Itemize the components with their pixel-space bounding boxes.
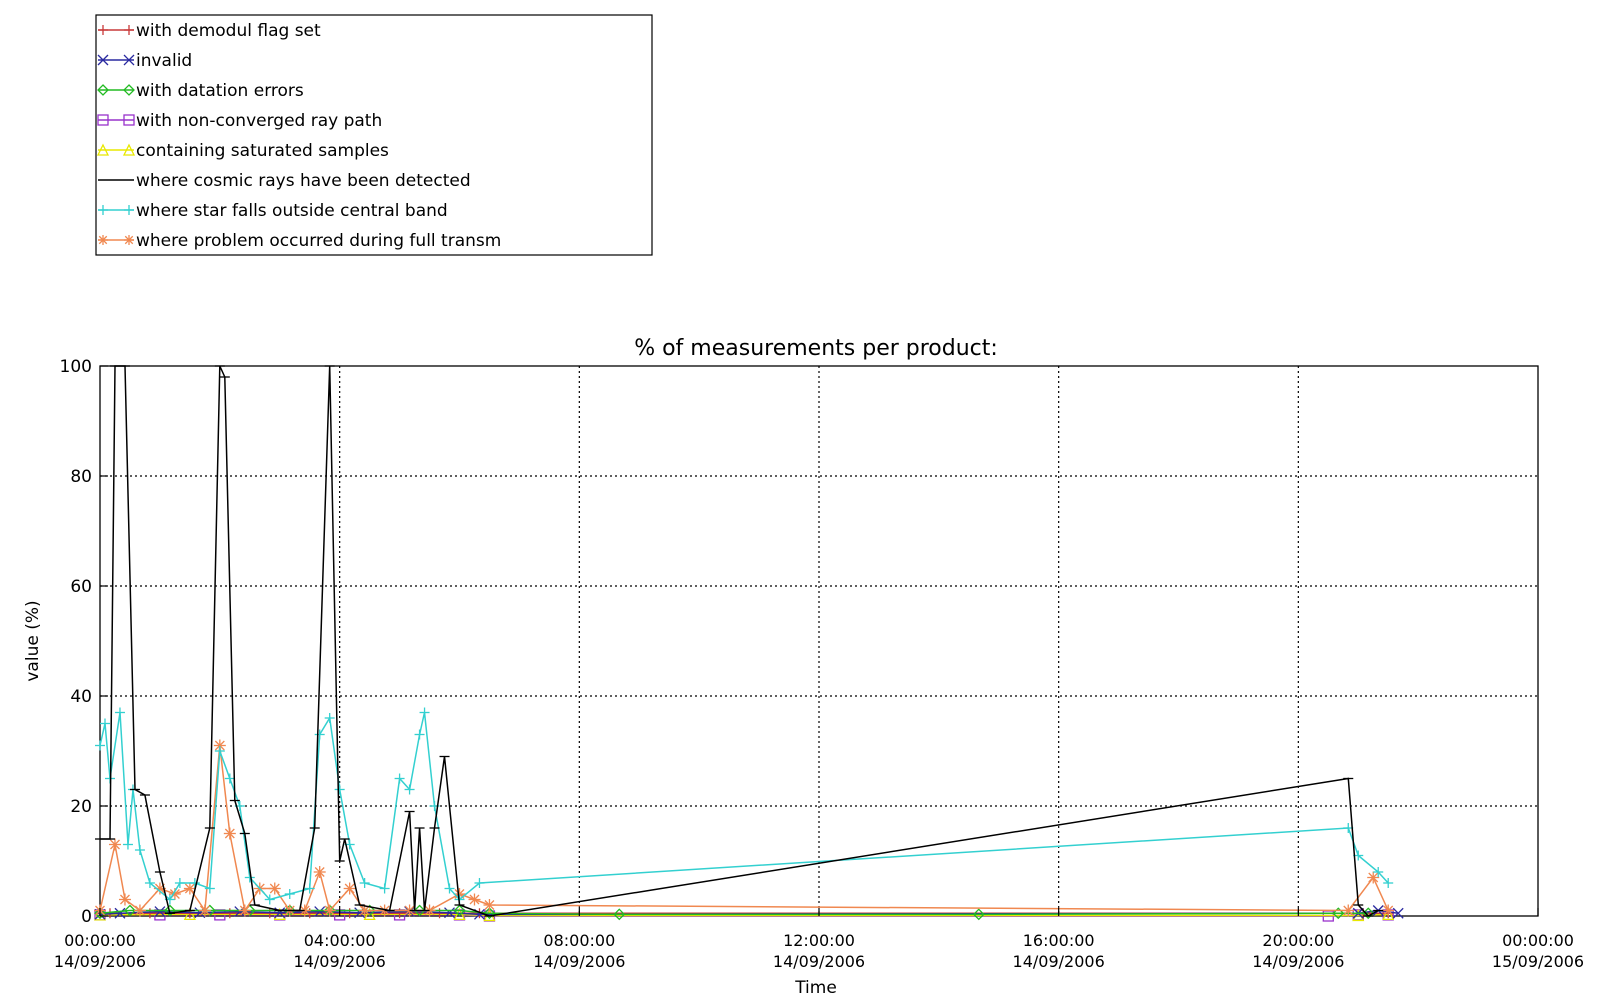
data-point	[119, 894, 131, 906]
data-point	[224, 828, 236, 840]
data-point	[98, 235, 108, 245]
legend-label: where star falls outside central band	[136, 201, 448, 221]
y-tick-label: 20	[70, 797, 92, 817]
x-tick-label-time: 00:00:00	[1502, 931, 1574, 950]
legend-entry: where cosmic rays have been detected	[98, 171, 471, 191]
legend-entry: with non-converged ray path	[98, 111, 382, 131]
data-point	[344, 883, 356, 895]
data-point	[468, 894, 480, 906]
legend-entry: where star falls outside central band	[98, 201, 448, 221]
x-tick-label-date: 14/09/2006	[1252, 952, 1344, 971]
x-tick-label-date: 14/09/2006	[294, 952, 386, 971]
y-axis-label: value (%)	[23, 600, 43, 681]
x-tick-label-date: 14/09/2006	[533, 952, 625, 971]
x-tick-label-date: 14/09/2006	[54, 952, 146, 971]
y-tick-label: 0	[81, 907, 92, 927]
legend-label: invalid	[136, 51, 192, 71]
data-point	[109, 839, 121, 851]
y-tick-label: 100	[60, 357, 92, 377]
x-tick-label-date: 15/09/2006	[1492, 952, 1584, 971]
x-tick-label-date: 14/09/2006	[773, 952, 865, 971]
legend-entry: containing saturated samples	[98, 141, 389, 161]
data-point	[134, 905, 146, 917]
x-tick-label-time: 16:00:00	[1023, 931, 1095, 950]
x-tick-label-date: 14/09/2006	[1013, 952, 1105, 971]
legend-label: with demodul flag set	[136, 21, 321, 41]
y-tick-label: 80	[70, 467, 92, 487]
x-tick-label-time: 04:00:00	[304, 931, 376, 950]
legend-label: with non-converged ray path	[136, 111, 382, 131]
legend-entry: where problem occurred during full trans…	[98, 231, 501, 251]
plot-area	[94, 366, 1538, 921]
x-tick-label-time: 00:00:00	[64, 931, 136, 950]
legend-label: where problem occurred during full trans…	[136, 231, 501, 251]
y-tick-label: 40	[70, 687, 92, 707]
legend-label: where cosmic rays have been detected	[136, 171, 471, 191]
x-tick-label-time: 20:00:00	[1262, 931, 1334, 950]
legend-label: with datation errors	[136, 81, 304, 101]
x-axis-label: Time	[794, 978, 837, 998]
data-point	[124, 235, 134, 245]
data-point	[1342, 905, 1354, 917]
legend: with demodul flag set invalid with datatio…	[96, 15, 652, 255]
x-tick-label-time: 12:00:00	[783, 931, 855, 950]
y-tick-label: 60	[70, 577, 92, 597]
data-point	[199, 905, 211, 917]
data-point	[1382, 905, 1394, 917]
chart-title: % of measurements per product:	[634, 336, 998, 361]
data-point	[269, 883, 281, 895]
data-point	[239, 905, 251, 917]
legend-label: containing saturated samples	[136, 141, 389, 161]
x-tick-label-time: 08:00:00	[543, 931, 615, 950]
data-point	[483, 899, 495, 911]
data-point	[1367, 872, 1379, 884]
data-point	[324, 905, 336, 917]
data-point	[314, 866, 326, 878]
